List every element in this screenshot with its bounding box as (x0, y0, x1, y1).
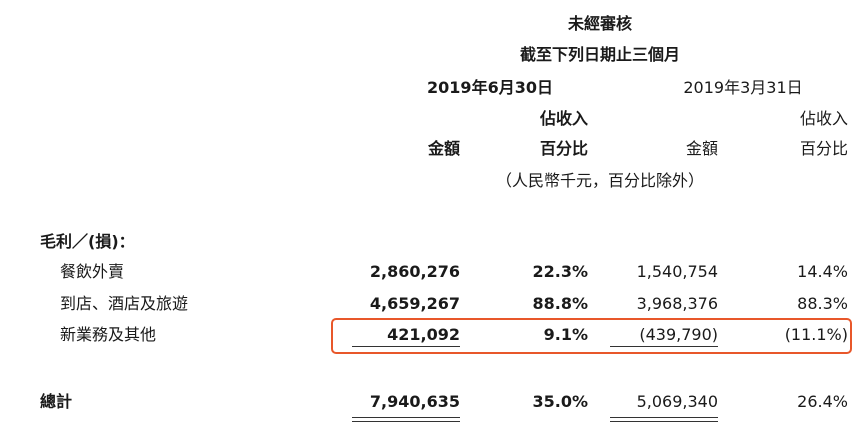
period-heading: 截至下列日期止三個月 (519, 45, 680, 64)
total-label: 總計 (40, 392, 73, 411)
row-amount-current: 2,860,276 (369, 262, 460, 281)
row-label: 新業務及其他 (60, 325, 157, 344)
total-amount-current: 7,940,635 (369, 392, 460, 411)
amount-header-current: 金額 (427, 139, 460, 158)
amount-header-prior: 金額 (685, 139, 718, 158)
pct-header-current: 百分比 (539, 139, 588, 158)
total-double-rule-current (352, 417, 460, 422)
row-label: 到店、酒店及旅遊 (60, 294, 189, 313)
subtotal-rule-prior (610, 346, 718, 347)
row-pct-prior: 14.4% (797, 262, 848, 281)
row-pct-current: 22.3% (532, 262, 588, 281)
total-pct-prior: 26.4% (797, 392, 848, 411)
pct-header-prior: 百分比 (799, 139, 848, 158)
row-amount-current: 4,659,267 (369, 294, 460, 313)
pct-header-line1-prior: 佔收入 (799, 109, 848, 128)
row-amount-current: 421,092 (387, 325, 460, 344)
total-double-rule-prior (610, 417, 718, 422)
row-pct-current: 88.8% (532, 294, 588, 313)
row-pct-prior: (11.1%) (784, 325, 848, 344)
row-pct-prior: 88.3% (797, 294, 848, 313)
row-label: 餐飲外賣 (60, 262, 125, 281)
unit-note: （人民幣千元，百分比除外） (495, 171, 704, 190)
row-pct-current: 9.1% (543, 325, 588, 344)
row-amount-prior: 3,968,376 (636, 294, 718, 313)
total-pct-current: 35.0% (532, 392, 588, 411)
pct-header-line1-current: 佔收入 (539, 109, 588, 128)
section-title: 毛利／(損)： (40, 232, 135, 251)
row-amount-prior: 1,540,754 (636, 262, 718, 281)
highlight-box (331, 318, 852, 354)
date-current: 2019年6月30日 (427, 78, 553, 97)
date-prior: 2019年3月31日 (683, 78, 803, 97)
total-amount-prior: 5,069,340 (636, 392, 718, 411)
subtotal-rule-current (352, 346, 460, 347)
unaudited-heading: 未經審核 (567, 14, 632, 33)
row-amount-prior: (439,790) (639, 325, 718, 344)
